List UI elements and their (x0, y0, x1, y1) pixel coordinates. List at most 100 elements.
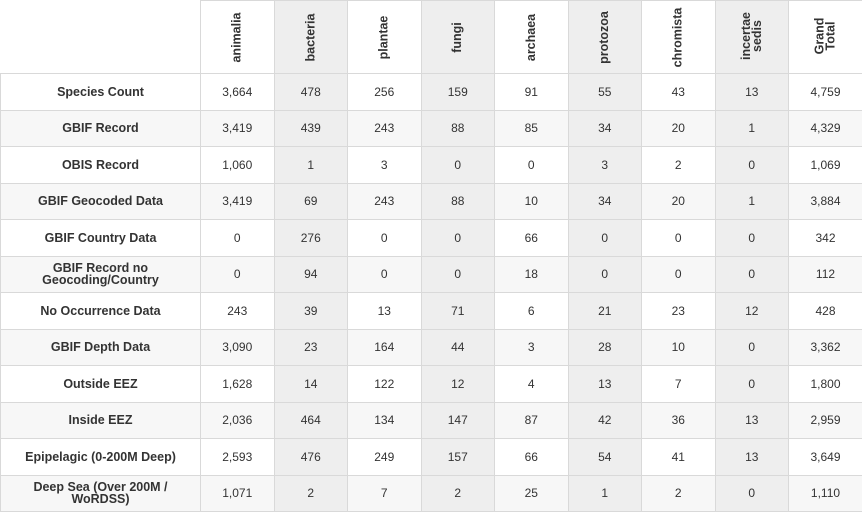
table-cell: 0 (714, 474, 789, 512)
row-label: OBIS Record (0, 146, 201, 184)
table-cell: 23 (273, 328, 348, 366)
table-body: Species Count 3,664 478 256 159 91 55 43 13 4,759… (0, 73, 862, 512)
table-cell: 55 (567, 73, 642, 111)
column-header-fungi: fungi (420, 0, 495, 74)
table-cell: 36 (641, 401, 716, 439)
table-cell: 1,069 (788, 146, 862, 184)
row-label: Outside EEZ (0, 365, 201, 403)
column-header-grand-total: Grand Total (788, 0, 862, 74)
table-cell: 3,419 (200, 109, 275, 147)
table-cell: 112 (788, 255, 862, 293)
column-header-bacteria: bacteria (273, 0, 348, 74)
table-cell: 6 (494, 292, 569, 330)
column-header-archaea: archaea (494, 0, 569, 74)
table-cell: 87 (494, 401, 569, 439)
table-cell: 428 (788, 292, 862, 330)
table-cell: 4,329 (788, 109, 862, 147)
table-cell: 88 (420, 109, 495, 147)
table-cell: 10 (641, 328, 716, 366)
header-row: animalia bacteria plantae fungi archaea … (0, 0, 862, 74)
column-header-protozoa: protozoa (567, 0, 642, 74)
table-cell: 159 (420, 73, 495, 111)
table-cell: 21 (567, 292, 642, 330)
table-cell: 0 (347, 219, 422, 257)
table-cell: 0 (420, 146, 495, 184)
table-cell: 4 (494, 365, 569, 403)
row-label: GBIF Geocoded Data (0, 182, 201, 220)
table-cell: 0 (714, 146, 789, 184)
table-cell: 2 (420, 474, 495, 512)
table-cell: 13 (347, 292, 422, 330)
table-cell: 3 (347, 146, 422, 184)
row-label: GBIF Record no Geocoding/Country (0, 255, 201, 293)
table-cell: 464 (273, 401, 348, 439)
table-cell: 3 (567, 146, 642, 184)
table-cell: 1,110 (788, 474, 862, 512)
table-cell: 3,419 (200, 182, 275, 220)
table-cell: 0 (641, 255, 716, 293)
table-cell: 66 (494, 438, 569, 476)
table-cell: 147 (420, 401, 495, 439)
table-cell: 256 (347, 73, 422, 111)
table-cell: 20 (641, 182, 716, 220)
table-cell: 1,071 (200, 474, 275, 512)
table-cell: 0 (420, 255, 495, 293)
table-row: Species Count 3,664 478 256 159 91 55 43 13 4,759 (0, 73, 862, 111)
table-cell: 23 (641, 292, 716, 330)
table-cell: 41 (641, 438, 716, 476)
column-header-plantae: plantae (347, 0, 422, 74)
table-row: GBIF Record 3,419 439 243 88 85 34 20 1 4,329 (0, 109, 862, 147)
table-cell: 14 (273, 365, 348, 403)
table-cell: 7 (347, 474, 422, 512)
table-cell: 243 (347, 109, 422, 147)
table-cell: 1 (714, 182, 789, 220)
table-cell: 13 (714, 438, 789, 476)
table-cell: 1,628 (200, 365, 275, 403)
table-cell: 1 (273, 146, 348, 184)
table-cell: 3,649 (788, 438, 862, 476)
row-label: GBIF Depth Data (0, 328, 201, 366)
table-cell: 13 (714, 73, 789, 111)
table-cell: 71 (420, 292, 495, 330)
table-row: Inside EEZ 2,036 464 134 147 87 42 36 13 2,959 (0, 401, 862, 439)
row-label: GBIF Country Data (0, 219, 201, 257)
table-cell: 0 (714, 219, 789, 257)
table-cell: 2,036 (200, 401, 275, 439)
table-row: Deep Sea (Over 200M / WoRDSS) 1,071 2 7 2 25 1… (0, 474, 862, 512)
table-cell: 0 (347, 255, 422, 293)
table-cell: 69 (273, 182, 348, 220)
table-row: Epipelagic (0-200M Deep) 2,593 476 249 157 66… (0, 438, 862, 476)
table-cell: 85 (494, 109, 569, 147)
column-header-incertae-sedis: incertae sedis (714, 0, 789, 74)
table-cell: 0 (714, 255, 789, 293)
table-cell: 1,060 (200, 146, 275, 184)
table-cell: 66 (494, 219, 569, 257)
table-row: GBIF Depth Data 3,090 23 164 44 3 28 10 0 3,362 (0, 328, 862, 366)
table-cell: 34 (567, 109, 642, 147)
table-cell: 2 (641, 146, 716, 184)
table-cell: 439 (273, 109, 348, 147)
row-label: Deep Sea (Over 200M / WoRDSS) (0, 474, 201, 512)
table-cell: 3,664 (200, 73, 275, 111)
column-header-chromista: chromista (641, 0, 716, 74)
table-cell: 28 (567, 328, 642, 366)
table-cell: 94 (273, 255, 348, 293)
table-cell: 39 (273, 292, 348, 330)
table-cell: 10 (494, 182, 569, 220)
table-cell: 20 (641, 109, 716, 147)
table-cell: 243 (347, 182, 422, 220)
table-cell: 0 (420, 219, 495, 257)
table-cell: 134 (347, 401, 422, 439)
table-cell: 476 (273, 438, 348, 476)
table-cell: 3 (494, 328, 569, 366)
table-row: No Occurrence Data 243 39 13 71 6 21 23 12 428 (0, 292, 862, 330)
table-cell: 54 (567, 438, 642, 476)
table-cell: 42 (567, 401, 642, 439)
table-cell: 0 (200, 219, 275, 257)
table-cell: 0 (494, 146, 569, 184)
table-cell: 157 (420, 438, 495, 476)
table-cell: 0 (567, 219, 642, 257)
table-cell: 1 (567, 474, 642, 512)
row-label: GBIF Record (0, 109, 201, 147)
table-cell: 34 (567, 182, 642, 220)
